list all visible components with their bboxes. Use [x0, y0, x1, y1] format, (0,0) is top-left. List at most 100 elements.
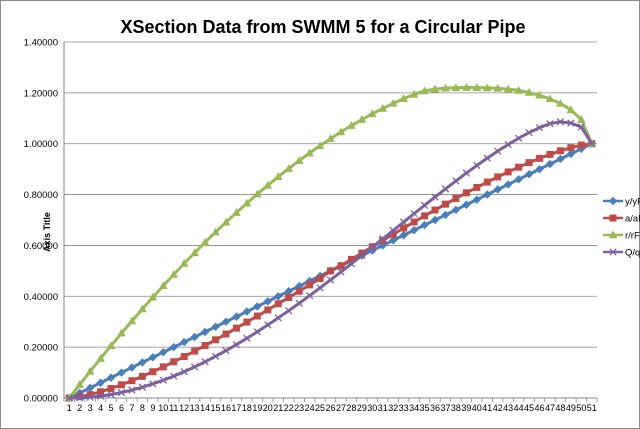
legend-label: r/rFull [625, 231, 640, 242]
data-point [473, 161, 481, 170]
x-tick-label: 23 [294, 403, 304, 413]
x-tick-label: 25 [315, 403, 325, 413]
data-point [577, 123, 585, 131]
data-point [263, 297, 272, 306]
data-point [306, 281, 314, 289]
data-point [86, 391, 94, 399]
data-point [430, 84, 440, 93]
data-point [128, 386, 136, 394]
data-point [535, 164, 544, 174]
y-tick-label: 1.20000 [24, 88, 58, 99]
x-tick-label: 31 [378, 403, 388, 413]
data-point [96, 353, 105, 362]
data-point [191, 347, 199, 355]
legend-item: y/yFull [603, 197, 640, 208]
data-point [452, 194, 460, 202]
x-tick-label: 21 [273, 403, 283, 413]
data-point [514, 85, 523, 94]
data-point [264, 321, 272, 329]
data-point [107, 390, 115, 399]
data-point [347, 255, 355, 263]
x-tick-label: 9 [150, 403, 155, 413]
data-point [232, 208, 241, 216]
data-point [305, 148, 314, 157]
data-point [483, 154, 491, 162]
data-point [315, 141, 325, 149]
x-tick-label: 17 [231, 403, 241, 413]
data-point [212, 336, 220, 344]
data-point [420, 220, 429, 230]
data-point [316, 284, 324, 292]
data-point [169, 269, 179, 278]
data-point [326, 134, 335, 143]
data-point [117, 381, 125, 389]
legend-label: a/aFull [625, 214, 640, 225]
x-tick-label: 6 [119, 403, 124, 413]
x-tick-label: 41 [482, 403, 492, 413]
data-point [264, 306, 272, 314]
x-tick-label: 51 [587, 403, 597, 413]
data-point [503, 180, 513, 189]
data-point [452, 177, 460, 185]
data-point [379, 235, 387, 243]
data-point [242, 307, 252, 316]
data-point [388, 98, 398, 107]
data-point [201, 342, 209, 350]
data-point [441, 200, 449, 208]
x-tick-label: 1 [67, 403, 72, 413]
data-point [190, 332, 199, 342]
data-point [85, 366, 95, 375]
data-point [158, 281, 168, 290]
x-tick-label: 10 [158, 403, 168, 413]
data-point [273, 172, 283, 181]
data-point [169, 342, 178, 352]
x-tick-label: 19 [252, 403, 262, 413]
series-line [68, 86, 594, 399]
x-tick-label: 40 [472, 403, 482, 413]
data-point [138, 383, 147, 391]
data-point [409, 89, 419, 98]
data-point [524, 170, 534, 179]
y-tick-label: 0.80000 [24, 190, 58, 201]
x-tick-label: 43 [503, 403, 513, 413]
data-point [525, 159, 533, 167]
data-point [148, 292, 158, 301]
x-tick-label: 47 [545, 403, 555, 413]
x-tick-label: 5 [109, 403, 114, 413]
data-point [200, 237, 210, 246]
data-point [201, 358, 209, 366]
x-tick-label: 8 [140, 403, 145, 413]
data-point [420, 201, 429, 209]
data-point [336, 127, 346, 136]
data-point [503, 84, 513, 93]
data-point [524, 87, 534, 96]
data-point [472, 83, 482, 91]
data-point [535, 123, 544, 132]
data-point [211, 227, 220, 236]
data-point [357, 115, 367, 123]
data-point [493, 83, 503, 92]
data-point [107, 384, 115, 392]
x-tick-label: 35 [420, 403, 430, 413]
x-tick-label: 12 [179, 403, 189, 413]
x-tick-label: 33 [399, 403, 409, 413]
data-point [421, 212, 429, 220]
data-point [117, 328, 126, 337]
data-point [441, 185, 450, 193]
data-point [399, 94, 408, 103]
data-point [566, 149, 576, 159]
data-point [253, 312, 261, 320]
data-point [504, 140, 512, 149]
data-point [149, 380, 157, 388]
data-point [170, 372, 178, 380]
data-point [190, 248, 199, 257]
data-point [462, 169, 471, 177]
data-point [577, 144, 586, 153]
data-point [117, 368, 126, 377]
data-point [127, 316, 137, 325]
data-point [483, 178, 491, 186]
data-point [96, 392, 105, 400]
data-point [159, 376, 167, 384]
data-point [420, 86, 429, 95]
data-point [75, 380, 84, 388]
